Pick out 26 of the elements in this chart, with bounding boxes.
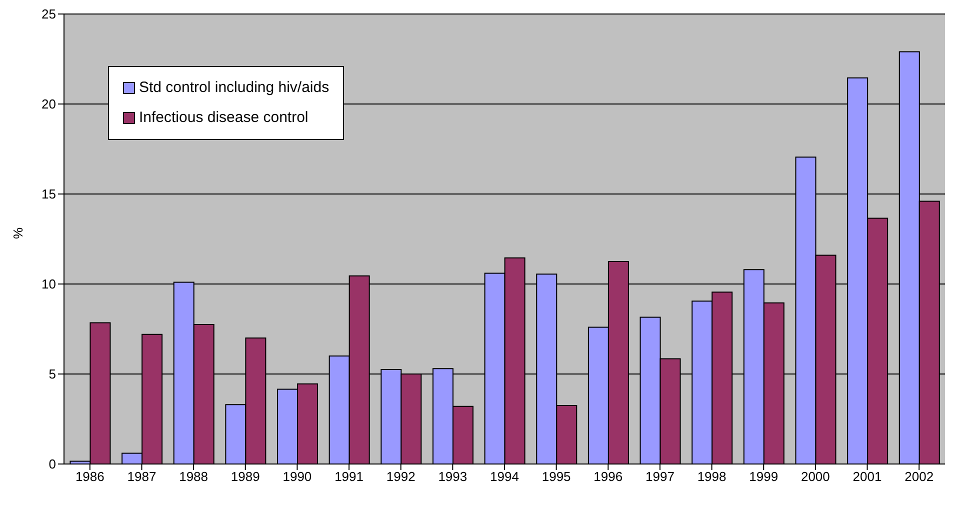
y-tick-label: 20	[42, 96, 56, 112]
y-tick-label: 10	[42, 276, 56, 292]
x-tick-label: 1999	[749, 469, 778, 484]
legend-label: Infectious disease control	[139, 108, 308, 128]
x-tick-label: 1987	[127, 469, 156, 484]
legend-label: Std control including hiv/aids	[139, 78, 330, 98]
x-tick-label: 1992	[386, 469, 416, 484]
x-tick-label: 1996	[594, 469, 623, 484]
y-tick-label: 15	[42, 186, 56, 202]
x-tick-label: 1997	[646, 469, 674, 484]
x-tick-label: 2000	[800, 469, 830, 484]
x-tick-label: 1991	[334, 469, 364, 484]
x-tick-label: 1994	[490, 469, 519, 484]
x-tick-label: 1989	[230, 469, 260, 484]
y-tick-label: 25	[42, 6, 56, 22]
x-tick-label: 1988	[179, 469, 208, 484]
x-tick-label: 1998	[697, 469, 726, 484]
x-tick-label: 2001	[852, 469, 882, 484]
y-axis-title: %	[10, 227, 26, 239]
x-tick-label: 1995	[542, 469, 571, 484]
x-tick-label: 2002	[904, 469, 934, 484]
x-tick-label: 1990	[282, 469, 312, 484]
x-tick-label: 1986	[75, 469, 104, 484]
x-tick-label: 1993	[438, 469, 468, 484]
y-tick-label: 5	[48, 366, 56, 382]
y-tick-label: 0	[48, 456, 56, 472]
